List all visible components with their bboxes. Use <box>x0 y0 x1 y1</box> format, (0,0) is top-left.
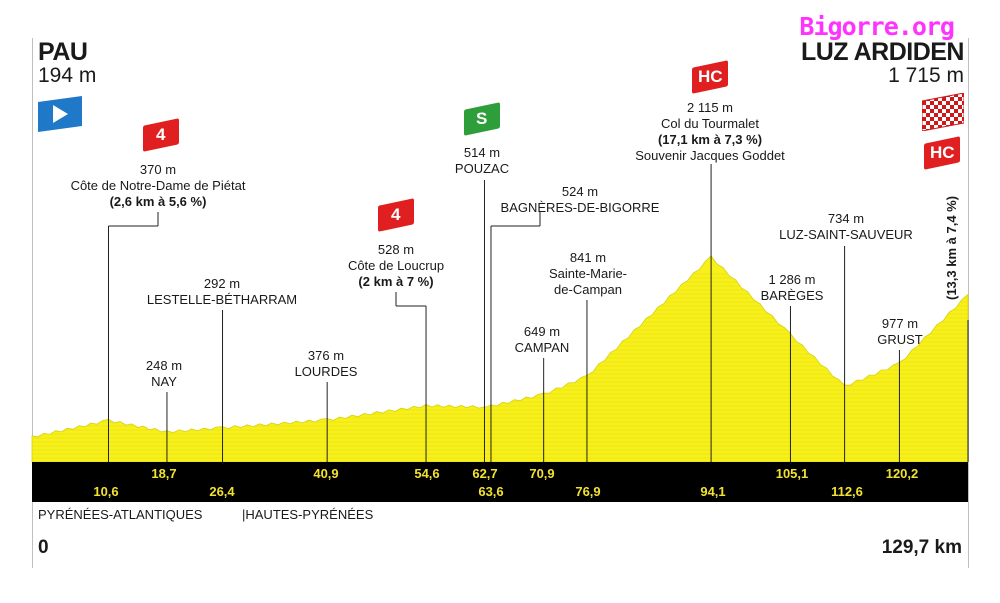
name2-sainte-marie: de-Campan <box>554 282 622 297</box>
label-tourmalet: 2 115 m Col du Tourmalet (17,1 km à 7,3 … <box>635 100 785 164</box>
detail-cote-loucrup: (2 km à 7 %) <box>358 274 434 289</box>
alt-cote-loucrup: 528 m <box>377 242 415 257</box>
start-altitude: 194 m <box>38 64 97 87</box>
name-lestelle: LESTELLE-BÉTHARRAM <box>146 292 298 307</box>
km-marker-54-6: 54,6 <box>414 466 440 481</box>
km-marker-70-9: 70,9 <box>529 466 555 481</box>
name2-tourmalet: Souvenir Jacques Goddet <box>635 148 785 163</box>
detail-cote-notre-dame: (2,6 km à 5,6 %) <box>109 194 207 209</box>
name-tourmalet: Col du Tourmalet <box>660 116 760 131</box>
label-lestelle: 292 m LESTELLE-BÉTHARRAM <box>147 276 297 308</box>
km-marker-26-4: 26,4 <box>209 484 235 499</box>
start-town: PAU <box>38 38 88 66</box>
label-nay: 248 m NAY <box>146 358 182 390</box>
km-marker-62-7: 62,7 <box>472 466 498 481</box>
name-nay: NAY <box>151 374 177 389</box>
name-sainte-marie: Sainte-Marie- <box>548 266 628 281</box>
name-luz: LUZ-SAINT-SAUVEUR <box>779 227 913 242</box>
finish-town: LUZ ARDIDEN <box>800 38 965 66</box>
distance-start: 0 <box>38 537 49 558</box>
alt-cote-notre-dame: 370 m <box>139 162 177 177</box>
name-campan: CAMPAN <box>514 340 570 355</box>
alt-bagneres: 524 m <box>561 184 599 199</box>
label-pouzac: 514 m POUZAC <box>455 145 509 177</box>
km-marker-40-9: 40,9 <box>313 466 339 481</box>
km-marker-10-6: 10,6 <box>93 484 119 499</box>
alt-pouzac: 514 m <box>463 145 501 160</box>
alt-grust: 977 m <box>881 316 919 331</box>
label-bareges: 1 286 m BARÈGES <box>761 272 824 304</box>
alt-tourmalet: 2 115 m <box>686 100 734 115</box>
km-marker-94-1: 94,1 <box>700 484 726 499</box>
alt-nay: 248 m <box>145 358 183 373</box>
label-bagneres: 524 m BAGNÈRES-DE-BIGORRE <box>501 184 660 216</box>
detail-tourmalet: (17,1 km à 7,3 %) <box>657 132 763 147</box>
name-bareges: BARÈGES <box>760 288 824 303</box>
alt-bareges: 1 286 m <box>768 272 816 287</box>
name-pouzac: POUZAC <box>454 161 510 176</box>
profile-area <box>31 255 969 463</box>
label-lourdes: 376 m LOURDES <box>295 348 358 380</box>
km-marker-105-1: 105,1 <box>775 466 809 481</box>
label-sainte-marie: 841 m Sainte-Marie- de-Campan <box>549 250 627 298</box>
alt-campan: 649 m <box>523 324 561 339</box>
alt-lestelle: 292 m <box>203 276 241 291</box>
alt-lourdes: 376 m <box>307 348 345 363</box>
name-cote-notre-dame: Côte de Notre-Dame de Piétat <box>70 178 246 193</box>
start-flag-icon <box>38 96 82 132</box>
frame-right-line <box>968 38 969 568</box>
name-grust: GRUST <box>877 332 923 347</box>
label-luz: 734 m LUZ-SAINT-SAUVEUR <box>779 211 913 243</box>
name-cote-loucrup: Côte de Loucrup <box>347 258 445 273</box>
distance-end: 129,7 km <box>881 537 962 558</box>
km-marker-63-6: 63,6 <box>478 484 504 499</box>
label-cote-notre-dame: 370 m Côte de Notre-Dame de Piétat (2,6 … <box>71 162 246 210</box>
finish-flag-icon <box>922 93 964 131</box>
km-bar <box>32 462 968 502</box>
department-hautes-pyrenees: |HAUTES-PYRÉNÉES <box>242 507 374 522</box>
label-cote-loucrup: 528 m Côte de Loucrup (2 km à 7 %) <box>348 242 444 290</box>
km-marker-112-6: 112,6 <box>831 484 863 499</box>
label-grust: 977 m GRUST <box>877 316 923 348</box>
finish-altitude: 1 715 m <box>888 64 964 87</box>
label-campan: 649 m CAMPAN <box>515 324 570 356</box>
name-bagneres: BAGNÈRES-DE-BIGORRE <box>500 200 660 215</box>
frame-left-line <box>32 38 33 568</box>
km-marker-120-2: 120,2 <box>885 466 919 481</box>
department-pyrenees-atlantiques: PYRÉNÉES-ATLANTIQUES <box>38 507 203 522</box>
alt-sainte-marie: 841 m <box>569 250 607 265</box>
km-marker-76-9: 76,9 <box>575 484 601 499</box>
alt-luz: 734 m <box>827 211 865 226</box>
watermark: Bigorre.org <box>799 12 955 41</box>
name-lourdes: LOURDES <box>294 364 358 379</box>
km-marker-18-7: 18,7 <box>151 466 177 481</box>
